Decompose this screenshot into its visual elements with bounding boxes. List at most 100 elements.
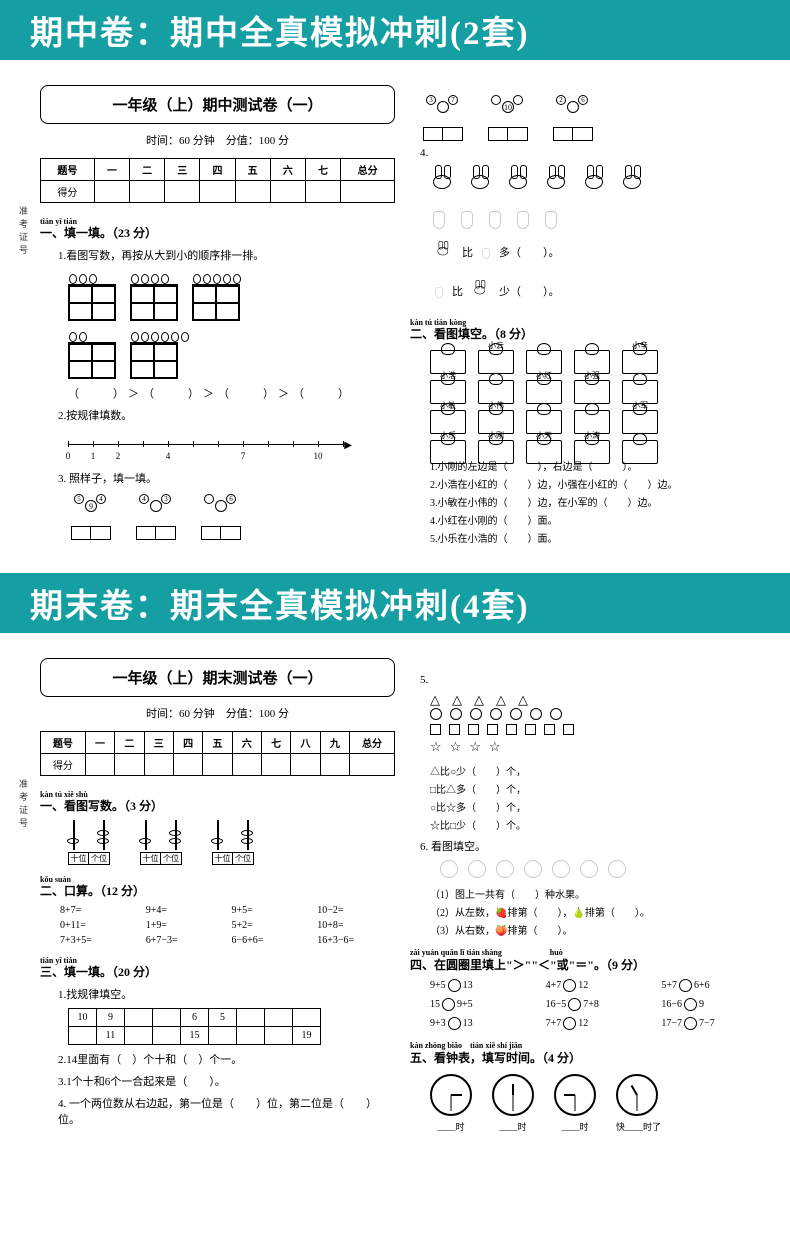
midterm-page: 准考证号 班级 年级 姓名 乡 县(区) 学校 一年级（上）期中测试卷（一） 时…: [0, 60, 790, 573]
section-1-head: tián yī tián 一、填一填。（23 分）: [40, 217, 395, 241]
clock-item: 快____时了: [616, 1074, 661, 1133]
shape-cmp-list: △比○少（ ）个， □比△多（ ）个， ○比☆多（ ）个， ☆比□少（ ）个。: [430, 763, 765, 832]
desk: 小刚: [478, 440, 514, 464]
clock-icon: [616, 1074, 658, 1116]
calc-item: 6−6+6=: [232, 935, 310, 946]
midterm-title-box: 一年级（上）期中测试卷（一）: [40, 85, 395, 124]
flowerpots-upper: 37 10 26: [420, 95, 765, 141]
shape-cmp-item: △比○少（ ）个，: [430, 763, 765, 778]
head-text: 二、口算。（12 分）: [40, 884, 145, 898]
fruit-icon: [440, 860, 458, 878]
midterm-score-table: 题号一二三四五六七总分 得分: [40, 158, 395, 203]
seq-table: 10965111519: [68, 1008, 321, 1045]
stars-row: ☆☆☆☆: [430, 739, 765, 755]
shape-cmp-item: ○比☆多（ ）个，: [430, 799, 765, 814]
question-item: 3.小敏在小伟的（ ）边，在小军的（ ）边。: [430, 494, 765, 509]
cmp-item: 17−77−7: [661, 1017, 765, 1030]
flowerpot: 549: [68, 494, 113, 540]
number-line: ▶ 0124710: [68, 429, 348, 464]
flowerpot: 37: [420, 95, 465, 141]
shape-cmp-item: □比△多（ ）个，: [430, 781, 765, 796]
desk: [622, 440, 658, 464]
compare-grid: 9+5134+7125+76+6159+516−57+816−699+3137+…: [430, 979, 765, 1030]
fruit-icon: [468, 860, 486, 878]
flowerpot: 43: [133, 494, 178, 540]
calc-item: 16+3−6=: [317, 935, 395, 946]
f-i4: 4. 一个两位数从右边起，第一位是（ ）位，第二位是（ ）位。: [58, 1095, 395, 1127]
cmp-text: 比: [462, 244, 473, 260]
carrot-icon: [514, 205, 532, 229]
rabbit-icon: [620, 165, 648, 200]
f-i3: 3.1个十和6个一合起来是（ ）。: [58, 1073, 395, 1089]
abacus: [68, 327, 116, 379]
carrots-row: [430, 205, 765, 229]
cmp-item: 5+76+6: [661, 979, 765, 992]
clock-item: ____时: [554, 1074, 596, 1133]
cmp-item: 9+313: [430, 1017, 534, 1030]
classroom-diagram: 小云小辛小浩小红小强小敏小伟小军小乐小刚小天小涛: [430, 350, 710, 450]
calc-item: 10−2=: [317, 905, 395, 916]
cmp-item: 16−69: [661, 998, 765, 1011]
rabbit-icon: [430, 165, 458, 200]
s1-pinyin: tián yī tián: [40, 217, 395, 226]
f-s2-head: kǒu suàn 二、口算。（12 分）: [40, 875, 395, 899]
midterm-left: 一年级（上）期中测试卷（一） 时间：60 分钟 分值：100 分 题号一二三四五…: [40, 85, 395, 548]
fruit-row: [440, 860, 765, 878]
fruit-icon: [496, 860, 514, 878]
head-text: 三、填一填。（20 分）: [40, 965, 157, 979]
cmp-item: 16−57+8: [546, 998, 650, 1011]
question-item: 4.小红在小刚的（ ）面。: [430, 512, 765, 527]
midterm-banner: 期中卷：期中全真模拟冲刺(2套): [0, 0, 790, 60]
cmp-item: 7+712: [546, 1017, 650, 1030]
desk: 小乐: [430, 440, 466, 464]
flowerpot: 10: [485, 95, 530, 141]
pinyin: kǒu suàn: [40, 875, 395, 884]
s1-i2: 2.按规律填数。: [58, 407, 395, 423]
fruit-icon: [524, 860, 542, 878]
abacus: [130, 269, 178, 321]
carrot-icon: [458, 205, 476, 229]
calc-item: 0+11=: [60, 920, 138, 931]
flowerpots-lower: 549436: [68, 494, 395, 540]
fruit-q-item: （1）图上一共有（ ）种水果。: [430, 886, 765, 901]
calc-item: 6+7−3=: [146, 935, 224, 946]
abacus-row-1: [68, 269, 395, 321]
rabbits-row-1: [430, 165, 765, 200]
side-1: 准考证号: [19, 777, 28, 829]
f-s3-head: tián yī tián 三、填一填。（20 分）: [40, 956, 395, 980]
f-i2: 2.14里面有（ ）个十和（ ）个一。: [58, 1051, 395, 1067]
score-row-label: 得分: [41, 181, 95, 203]
desk: 小涛: [574, 440, 610, 464]
f-s3-i1: 1.找规律填空。: [58, 986, 395, 1002]
midterm-subtitle: 时间：60 分钟 分值：100 分: [40, 132, 395, 148]
final-right: 5. ☆☆☆☆ △比○少（ ）个，□比△多（ ）个，○比☆多（ ）个，☆比□少（…: [410, 658, 765, 1141]
abacus: [192, 269, 240, 321]
section-2-head: kàn tú tián kòng 二、看图填空。（8 分）: [410, 318, 765, 342]
s2-pinyin: kàn tú tián kòng: [410, 318, 765, 327]
shape-cmp-item: ☆比□少（ ）个。: [430, 817, 765, 832]
rabbit-icon: [506, 165, 534, 200]
clock-item: ____时: [430, 1074, 472, 1133]
side-1: 准考证号: [19, 204, 28, 256]
final-title: 一年级（上）期末测试卷（一）: [61, 667, 374, 688]
calc-item: 1+9=: [146, 920, 224, 931]
pinyin: kàn zhōng biǎo tián xiě shí jiān: [410, 1040, 765, 1051]
desk: 小辛: [622, 350, 658, 374]
midterm-right: 371026 4. 比 多（ ）。 比 少（ ）。: [410, 85, 765, 548]
midterm-title: 一年级（上）期中测试卷（一）: [61, 94, 374, 115]
classroom-questions: 1.小刚的左边是（ ），右边是（ ）。2.小浩在小红的（ ）边，小强在小红的（ …: [430, 458, 765, 545]
final-left: 一年级（上）期末测试卷（一） 时间：60 分钟 分值：100 分 题号一二三四五…: [40, 658, 395, 1141]
cmp-text: 比: [452, 283, 463, 299]
pinyin: kàn tú xiě shù: [40, 790, 395, 799]
final-score-table: 题号一二三四五六七八九总分 得分: [40, 731, 395, 776]
clock-icon: [554, 1074, 596, 1116]
clock-icon: [492, 1074, 534, 1116]
s1-i3: 3. 照样子，填一填。: [58, 470, 395, 486]
s1-compare: （ ）＞（ ）＞（ ）＞（ ）: [68, 385, 395, 401]
desk: 小军: [622, 410, 658, 434]
question-item: 2.小浩在小红的（ ）边，小强在小红的（ ）边。: [430, 476, 765, 491]
calc-item: 5+2=: [232, 920, 310, 931]
flowerpot: 26: [550, 95, 595, 141]
abacus: 十位个位: [212, 820, 254, 865]
calc-item: 8+7=: [60, 905, 138, 916]
